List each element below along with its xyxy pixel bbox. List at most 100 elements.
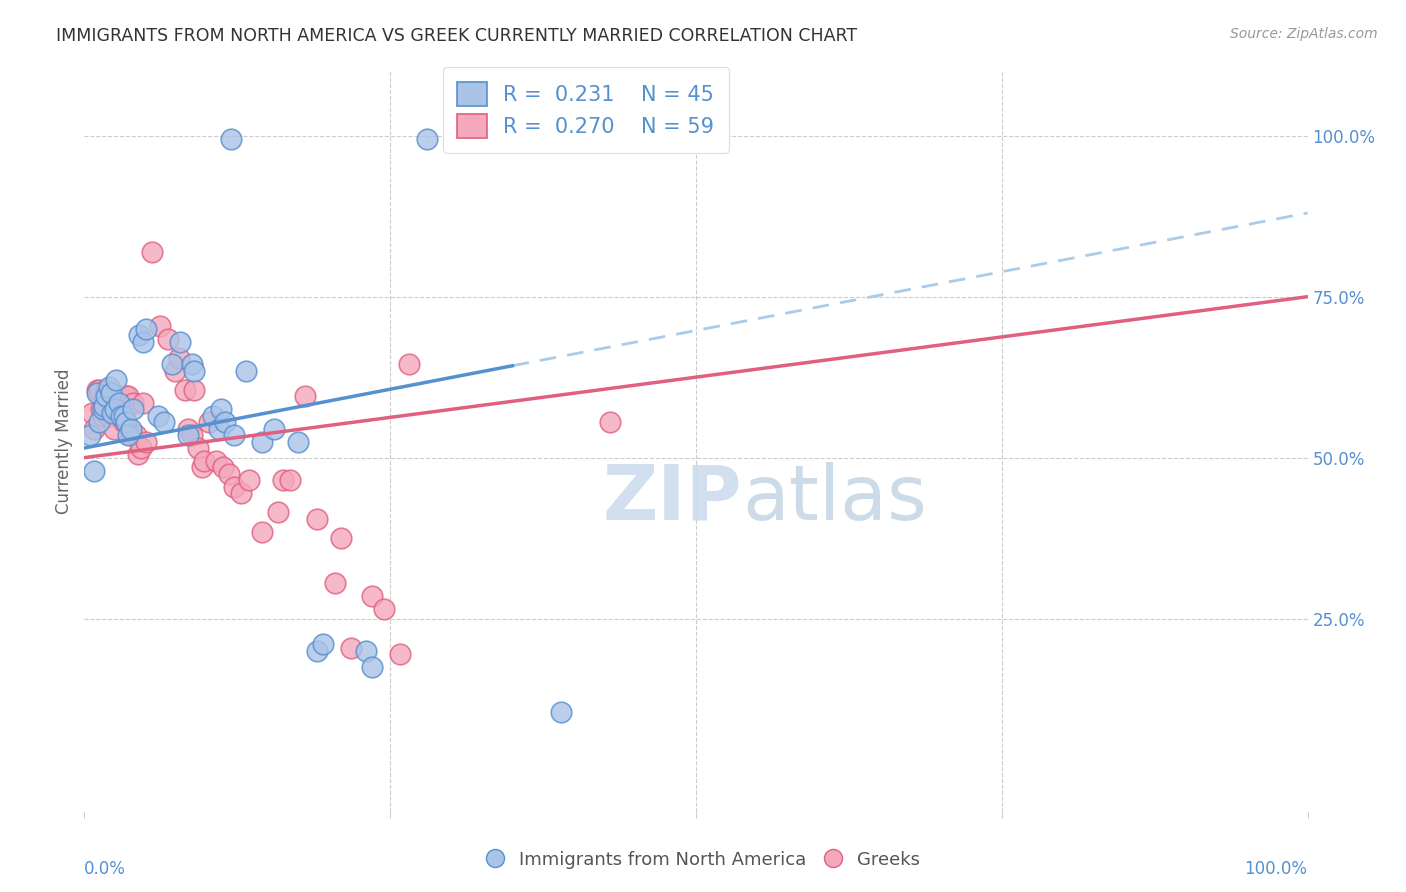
Text: IMMIGRANTS FROM NORTH AMERICA VS GREEK CURRENTLY MARRIED CORRELATION CHART: IMMIGRANTS FROM NORTH AMERICA VS GREEK C… (56, 27, 858, 45)
Point (398, 357, 420, 371)
Point (97, 409, 120, 423)
Point (135, 434, 157, 449)
Point (122, 402, 145, 417)
Point (219, 132, 242, 146)
Y-axis label: Currently Married: Currently Married (55, 368, 73, 515)
Point (87, 415, 110, 429)
Point (235, 364, 257, 378)
Point (205, 454, 228, 468)
Legend: Immigrants from North America, Greeks: Immigrants from North America, Greeks (479, 844, 927, 876)
Point (112, 409, 135, 423)
Point (287, 434, 309, 449)
Point (183, 383, 205, 397)
Point (163, 364, 186, 378)
Point (91, 409, 114, 423)
Point (87, 383, 110, 397)
Point (80, 406, 103, 420)
Point (86, 383, 108, 397)
Point (550, 705, 572, 719)
Point (360, 589, 382, 603)
Text: 0.0%: 0.0% (84, 860, 127, 878)
Point (94, 389, 117, 403)
Point (169, 334, 191, 349)
Text: Source: ZipAtlas.com: Source: ZipAtlas.com (1230, 27, 1378, 41)
Point (110, 409, 132, 423)
Point (250, 524, 273, 539)
Point (181, 428, 204, 442)
Point (229, 486, 252, 500)
Point (266, 505, 288, 519)
Point (360, 660, 382, 674)
Point (208, 422, 231, 436)
Point (104, 402, 127, 417)
Text: 100.0%: 100.0% (1244, 860, 1308, 878)
Point (198, 415, 221, 429)
Text: ZIP: ZIP (603, 461, 742, 535)
Point (83, 463, 105, 477)
Point (305, 644, 328, 658)
Point (416, 132, 439, 146)
Point (187, 441, 209, 455)
Point (153, 415, 176, 429)
Point (105, 373, 128, 387)
Point (132, 334, 155, 349)
Point (117, 389, 139, 403)
Point (294, 389, 316, 403)
Point (222, 428, 245, 442)
Point (101, 406, 124, 420)
Legend: R =  0.231    N = 45, R =  0.270    N = 59: R = 0.231 N = 45, R = 0.270 N = 59 (443, 67, 728, 153)
Point (110, 409, 132, 423)
Point (211, 460, 233, 475)
Point (141, 244, 163, 259)
Point (100, 396, 122, 410)
Point (107, 396, 129, 410)
Point (201, 409, 224, 423)
Point (115, 389, 138, 403)
Point (93, 399, 115, 413)
Point (103, 422, 125, 436)
Point (105, 396, 128, 410)
Text: atlas: atlas (742, 461, 927, 535)
Point (83, 422, 105, 436)
Point (177, 428, 200, 442)
Point (238, 473, 260, 487)
Point (354, 644, 377, 658)
Point (104, 402, 127, 417)
Point (115, 415, 138, 429)
Point (214, 415, 236, 429)
Point (96, 389, 118, 403)
Point (167, 351, 190, 365)
Point (575, 132, 598, 146)
Point (177, 422, 200, 436)
Point (209, 402, 232, 417)
Point (263, 422, 285, 436)
Point (388, 647, 411, 661)
Point (117, 428, 139, 442)
Point (340, 640, 363, 655)
Point (112, 415, 135, 429)
Point (97, 380, 120, 394)
Point (218, 467, 240, 481)
Point (162, 357, 184, 371)
Point (146, 409, 169, 423)
Point (129, 441, 152, 455)
Point (127, 447, 149, 461)
Point (135, 322, 157, 336)
Point (278, 473, 301, 487)
Point (250, 434, 273, 449)
Point (100, 386, 122, 401)
Point (128, 328, 150, 343)
Point (107, 389, 129, 403)
Point (132, 396, 155, 410)
Point (373, 602, 395, 616)
Point (305, 512, 328, 526)
Point (79, 428, 101, 442)
Point (181, 357, 204, 371)
Point (96, 383, 118, 397)
Point (312, 637, 335, 651)
Point (156, 332, 179, 346)
Point (90, 402, 112, 417)
Point (91, 402, 114, 417)
Point (122, 396, 145, 410)
Point (193, 454, 215, 468)
